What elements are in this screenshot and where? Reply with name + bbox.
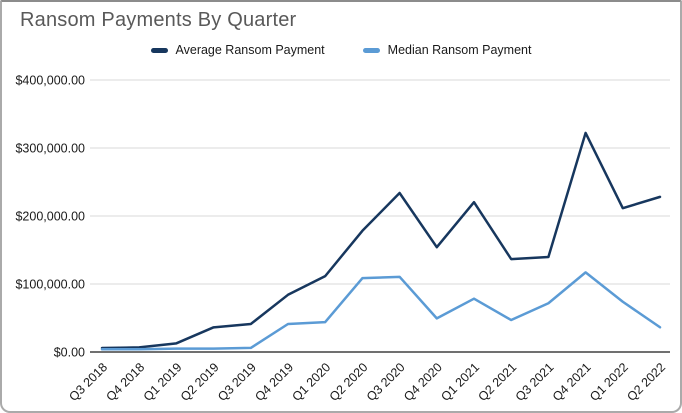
x-tick-label: Q4 2018 [104,360,148,404]
x-tick-label: Q1 2020 [290,360,334,404]
x-tick-label: Q4 2019 [252,360,296,404]
legend-label-average: Average Ransom Payment [175,43,325,57]
x-tick-label: Q3 2018 [66,360,110,404]
x-tick-label: Q4 2021 [550,360,594,404]
chart-title: Ransom Payments By Quarter [20,9,297,31]
legend: Average Ransom Payment Median Ransom Pay… [2,43,680,57]
x-tick-label: Q3 2021 [513,360,557,404]
legend-item-median: Median Ransom Payment [362,43,532,57]
legend-swatch-median-icon [362,47,380,53]
x-tick-label: Q4 2020 [401,360,445,404]
x-tick-label: Q2 2020 [327,360,371,404]
x-tick-label: Q1 2022 [587,360,631,404]
y-tick-label: $200,000.00 [15,210,85,224]
series-line-average [100,131,662,350]
x-tick-label: Q1 2019 [141,360,185,404]
legend-item-average: Average Ransom Payment [150,43,325,57]
y-tick-label: $100,000.00 [15,278,85,292]
x-tick-label: Q2 2019 [178,360,222,404]
y-tick-label: $400,000.00 [15,74,85,88]
x-tick-label: Q3 2019 [215,360,259,404]
legend-label-median: Median Ransom Payment [387,43,532,57]
x-tick-label: Q2 2022 [624,360,668,404]
x-tick-label: Q1 2021 [438,360,482,404]
series-line-median [100,271,662,351]
y-tick-label: $0.00 [54,346,85,360]
x-tick-label: Q2 2021 [476,360,520,404]
x-tick-label: Q3 2020 [364,360,408,404]
legend-swatch-average-icon [150,47,168,53]
y-tick-label: $300,000.00 [15,142,85,156]
